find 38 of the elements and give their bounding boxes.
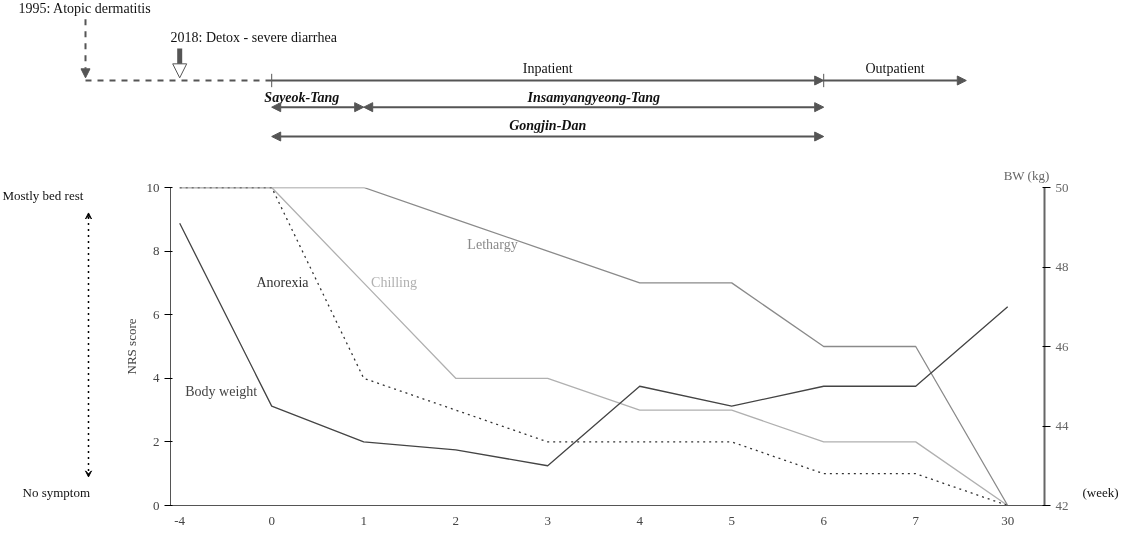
y2-tick-label: 48 [1055,259,1069,274]
line-series [179,222,1009,467]
series-label: Body weight [185,383,258,399]
y-tick-label: 6 [153,306,160,322]
x-tick-label: 3 [544,512,551,528]
y-axis-title: NRS score [123,318,139,375]
y-tick-label: 4 [153,370,160,386]
x-tick-label: 1 [360,512,367,528]
text: Inpatient [522,61,573,76]
y2-axis-title: BW (kg) [1003,167,1050,183]
text: Insamyangyeong-Tang [526,89,660,105]
y-tick-label: 10 [146,179,160,195]
y2-tick-label: 50 [1055,179,1069,195]
text: Outpatient [865,61,925,76]
text: Mostly bed rest [2,187,84,203]
y-tick-label: 0 [153,497,160,513]
x-tick-label: 4 [636,512,644,528]
y-tick-label: 2 [153,433,160,449]
y2-tick-label: 46 [1055,338,1069,354]
text: Sayeok-Tang [264,89,340,105]
y-tick-label: 8 [153,243,160,259]
x-tick-label: 5 [728,512,735,528]
x-tick-label: 2 [452,512,459,528]
text: 2018: Detox - severe diarrhea [170,30,338,46]
x-tick-label: -4 [174,512,186,528]
x-tick-label: 0 [268,512,275,528]
series-label: Anorexia [256,275,310,291]
text: No symptom [22,485,91,501]
x-tick-label: 7 [912,512,920,528]
x-tick-label: 30 [1001,512,1015,528]
series-label: Chilling [371,275,417,291]
series-label: Lethargy [467,237,518,253]
x-axis-title: (week) [1082,485,1119,501]
text: 1995: Atopic dermatitis [18,1,151,16]
y2-tick-label: 44 [1055,418,1069,433]
x-tick-label: 6 [820,512,828,528]
y2-tick-label: 42 [1055,497,1069,513]
text: Gongjin-Dan [509,117,587,133]
